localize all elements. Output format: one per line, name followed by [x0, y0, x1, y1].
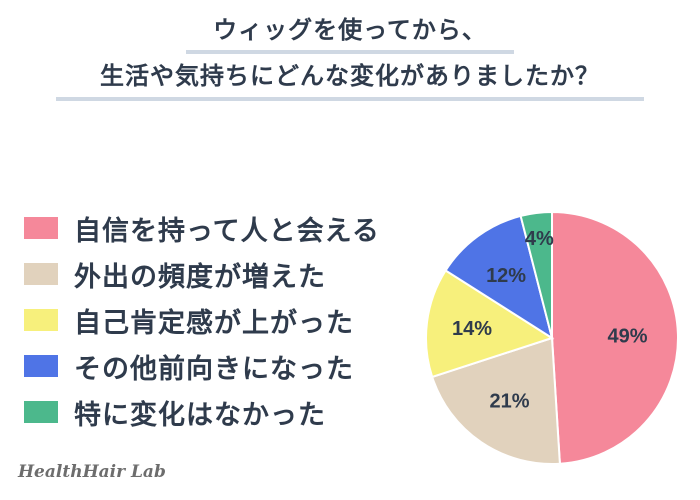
legend-item: 外出の頻度が増えた: [24, 251, 380, 297]
legend-swatch: [24, 263, 58, 285]
slice-percent-label: 14%: [452, 318, 492, 340]
brand-logo: HealthHair Lab: [18, 462, 166, 482]
legend-swatch: [24, 355, 58, 377]
legend-item: 特に変化はなかった: [24, 389, 380, 435]
pie-slice: [425, 269, 555, 379]
pie-slice: [551, 210, 679, 465]
pie-slice: [430, 336, 561, 465]
legend-swatch: [24, 401, 58, 423]
legend-label: 自信を持って人と会える: [74, 215, 380, 247]
pie-slice: [444, 214, 554, 341]
slice-percent-label: 49%: [608, 326, 648, 348]
chart-legend: 自信を持って人と会える 外出の頻度が増えた 自己肯定感が上がった その他前向きに…: [24, 205, 380, 435]
legend-label: 外出の頻度が増えた: [74, 261, 326, 293]
slice-percent-label: 12%: [486, 265, 526, 287]
pie-slice: [519, 210, 553, 339]
chart-title-line-2: 生活や気持ちにどんな変化がありましたか？: [100, 62, 600, 90]
title-underline-2: [56, 97, 644, 101]
legend-swatch: [24, 309, 58, 331]
legend-item: 自己肯定感が上がった: [24, 297, 380, 343]
legend-label: その他前向きになった: [74, 353, 354, 385]
legend-swatch: [24, 217, 58, 239]
title-underline-1: [186, 50, 514, 54]
legend-label: 特に変化はなかった: [74, 399, 326, 431]
legend-label: 自己肯定感が上がった: [74, 307, 354, 339]
legend-item: その他前向きになった: [24, 343, 380, 389]
legend-item: 自信を持って人と会える: [24, 205, 380, 251]
slice-percent-label: 4%: [525, 228, 554, 250]
chart-title-line-1: ウィッグを使ってから、: [213, 16, 487, 44]
slice-percent-label: 21%: [489, 391, 529, 413]
